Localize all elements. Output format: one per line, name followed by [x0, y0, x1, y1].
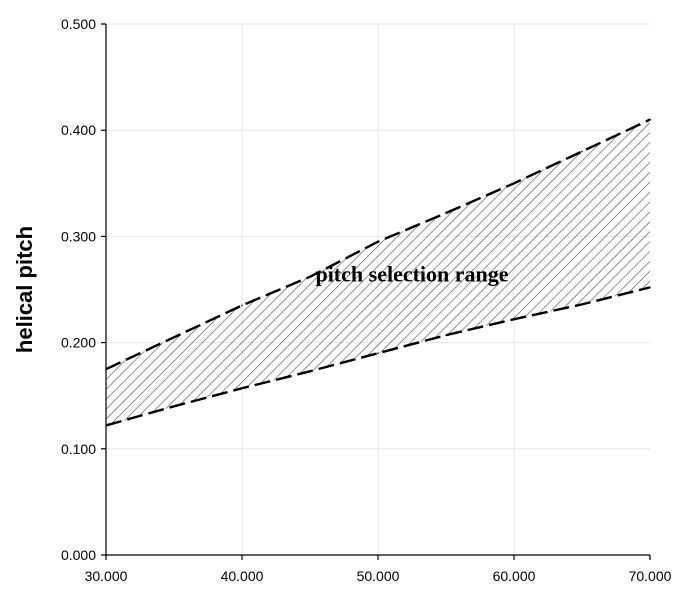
x-tick-label: 70.000: [629, 568, 672, 584]
upper-bound-point: [309, 275, 311, 278]
y-axis-label: helical pitch: [12, 226, 37, 353]
lower-bound-point: [581, 303, 583, 306]
y-tick-label: 0.000: [61, 547, 96, 563]
range-annotation: pitch selection range: [315, 262, 508, 287]
y-tick-label: 0.500: [61, 16, 96, 32]
upper-bound-point: [581, 150, 583, 153]
lower-bound-point: [173, 405, 175, 408]
upper-bound-point: [649, 118, 651, 121]
upper-bound-point: [513, 182, 515, 185]
x-tick-label: 60.000: [493, 568, 536, 584]
x-tick-label: 30.000: [85, 568, 128, 584]
y-tick-label: 0.400: [61, 122, 96, 138]
y-tick-label: 0.100: [61, 441, 96, 457]
lower-bound-point: [377, 352, 379, 355]
lower-bound-point: [309, 370, 311, 373]
lower-bound-point: [105, 424, 107, 427]
tick-labels: 30.000 40.000 50.000 60.000 70.000 0.000 0.100…: [61, 16, 672, 584]
lower-bound-point: [445, 334, 447, 336]
lower-bound-line: [105, 286, 651, 427]
hatched-range-fill: [106, 119, 650, 426]
x-tick-label: 50.000: [357, 568, 400, 584]
upper-bound-point: [173, 336, 175, 339]
upper-bound-point: [377, 240, 379, 243]
x-tick-label: 40.000: [221, 568, 264, 584]
upper-bound-point: [105, 368, 107, 370]
axes: [101, 23, 651, 560]
lower-bound-point: [649, 286, 651, 289]
y-tick-label: 0.300: [61, 228, 96, 244]
lower-bound-point: [241, 387, 243, 390]
lower-bound-point: [513, 318, 515, 321]
series-lines: [105, 118, 651, 427]
upper-bound-point: [241, 304, 243, 307]
y-tick-label: 0.200: [61, 335, 96, 351]
upper-bound-point: [445, 212, 447, 214]
selection-range-area: [106, 119, 650, 426]
